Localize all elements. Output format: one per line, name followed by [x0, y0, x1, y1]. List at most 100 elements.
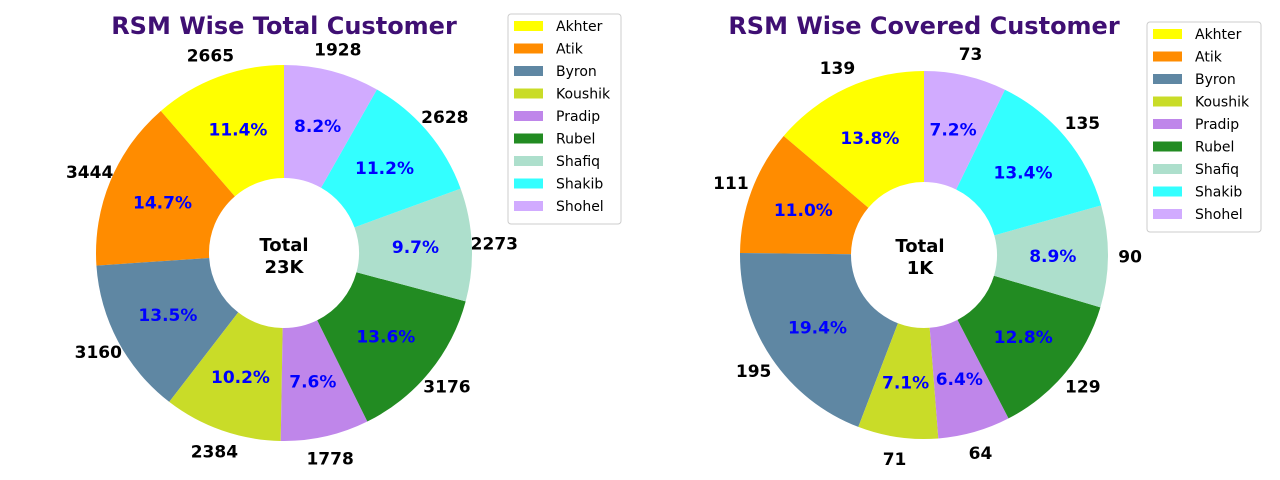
value-label: 2665	[187, 47, 234, 67]
center-label-line-2: 1K	[907, 258, 935, 279]
legend-swatch	[1153, 141, 1182, 152]
legend-entry-shafiq: Shafiq	[556, 154, 600, 170]
slice-rubel	[957, 275, 1101, 419]
slice-pradip	[929, 319, 1009, 439]
legend-swatch	[514, 88, 543, 99]
legend-swatch	[1153, 29, 1182, 39]
legend-swatch	[1153, 51, 1182, 62]
percent-label: 11.2%	[355, 159, 414, 179]
legend-entry-byron: Byron	[1195, 72, 1236, 88]
legend-entry-rubel: Rubel	[556, 132, 595, 148]
value-label: 90	[1118, 248, 1142, 268]
legend-swatch	[514, 178, 543, 189]
percent-label: 11.0%	[774, 201, 833, 221]
value-label: 129	[1065, 377, 1101, 397]
percent-label: 13.5%	[138, 306, 197, 326]
slice-koushik	[169, 312, 283, 441]
legend-swatch	[514, 21, 543, 31]
value-label: 111	[713, 174, 749, 194]
slice-rubel	[317, 272, 466, 422]
legend-entry-rubel: Rubel	[1195, 140, 1234, 156]
legend-swatch	[1153, 119, 1182, 129]
legend-entry-koushik: Koushik	[1195, 95, 1250, 111]
slice-akhter	[783, 71, 924, 208]
legend-entry-shakib: Shakib	[1195, 185, 1242, 201]
value-label: 135	[1065, 114, 1101, 134]
center-label-line-1: Total	[895, 236, 944, 257]
value-label: 3160	[75, 343, 122, 363]
donut-slices	[740, 71, 1108, 439]
percent-label: 13.4%	[994, 164, 1053, 184]
value-label: 195	[736, 362, 772, 382]
donut-labels: 139 13.8% 111 11.0% 195 19.4% 71 7.1% 64 6.4% 129 1…	[713, 45, 1142, 470]
percent-label: 11.4%	[208, 121, 267, 141]
percent-label: 10.2%	[211, 368, 270, 388]
center-label-line-1: Total	[259, 235, 308, 256]
legend-swatch	[1153, 209, 1182, 219]
slice-shakib	[956, 89, 1102, 236]
chart-title: RSM Wise Covered Customer	[728, 12, 1120, 40]
value-label: 2273	[471, 235, 518, 255]
legend-swatch	[514, 43, 543, 54]
value-label: 1928	[314, 40, 361, 60]
legend-entry-shafiq: Shafiq	[1195, 162, 1239, 178]
value-label: 139	[820, 59, 856, 79]
center-label-line-2: 23K	[265, 257, 305, 278]
slice-shafiq	[993, 205, 1108, 308]
legend-swatch	[514, 156, 543, 166]
percent-label: 9.7%	[392, 238, 439, 258]
total-customer-chart: RSM Wise Total Customer 2665 11.4% 3444 14.…	[66, 12, 622, 469]
slice-shohel	[924, 71, 1005, 190]
percent-label: 7.2%	[930, 121, 977, 141]
legend-entry-shakib: Shakib	[556, 177, 603, 193]
slice-koushik	[858, 323, 939, 439]
donut-slices	[95, 65, 472, 441]
percent-label: 19.4%	[788, 318, 847, 338]
legend-swatch	[514, 133, 543, 144]
legend-swatch	[514, 201, 543, 211]
value-label: 2628	[421, 108, 468, 128]
percent-label: 13.8%	[840, 129, 899, 149]
slice-byron	[740, 252, 898, 427]
chart-title: RSM Wise Total Customer	[111, 12, 457, 40]
slice-akhter	[160, 65, 284, 197]
legend-swatch	[514, 111, 543, 121]
legend: Akhter Atik Byron Koushik Pradip Rubel Shafiq S…	[1146, 21, 1262, 233]
donut-labels: 2665 11.4% 3444 14.7% 3160 13.5% 2384 10.2% 1778…	[66, 40, 518, 469]
legend-swatch	[1153, 96, 1182, 107]
legend-entry-atik: Atik	[556, 42, 584, 58]
legend-entry-koushik: Koushik	[556, 87, 611, 103]
legend-entry-byron: Byron	[556, 64, 597, 80]
value-label: 3176	[423, 377, 470, 397]
percent-label: 6.4%	[936, 370, 983, 390]
legend-entry-akhter: Akhter	[556, 19, 603, 35]
covered-customer-chart: RSM Wise Covered Customer 139 13.8% 111 11.…	[713, 12, 1262, 470]
value-label: 2384	[191, 443, 238, 463]
legend-swatch	[1153, 186, 1182, 197]
value-label: 71	[883, 450, 907, 470]
value-label: 3444	[66, 163, 113, 183]
legend-entry-shohel: Shohel	[556, 199, 604, 215]
legend-swatch	[514, 66, 543, 76]
value-label: 64	[969, 444, 993, 464]
value-label: 1778	[306, 449, 353, 469]
legend-swatch	[1153, 164, 1182, 174]
percent-label: 7.1%	[882, 373, 929, 393]
slice-shakib	[321, 89, 461, 228]
percent-label: 7.6%	[289, 372, 336, 392]
percent-label: 12.8%	[994, 328, 1053, 348]
legend-entry-pradip: Pradip	[556, 109, 600, 125]
legend-swatch	[1153, 74, 1182, 84]
legend: Akhter Atik Byron Koushik Pradip Rubel Shafiq S…	[507, 13, 622, 225]
percent-label: 8.9%	[1029, 247, 1076, 267]
percent-label: 8.2%	[294, 117, 341, 137]
legend-entry-pradip: Pradip	[1195, 117, 1239, 133]
legend-entry-akhter: Akhter	[1195, 27, 1242, 43]
percent-label: 13.6%	[356, 327, 415, 347]
slice-shafiq	[354, 188, 472, 302]
percent-label: 14.7%	[133, 193, 192, 213]
legend-entry-atik: Atik	[1195, 50, 1223, 66]
slice-pradip	[280, 320, 368, 441]
slice-atik	[95, 110, 235, 266]
